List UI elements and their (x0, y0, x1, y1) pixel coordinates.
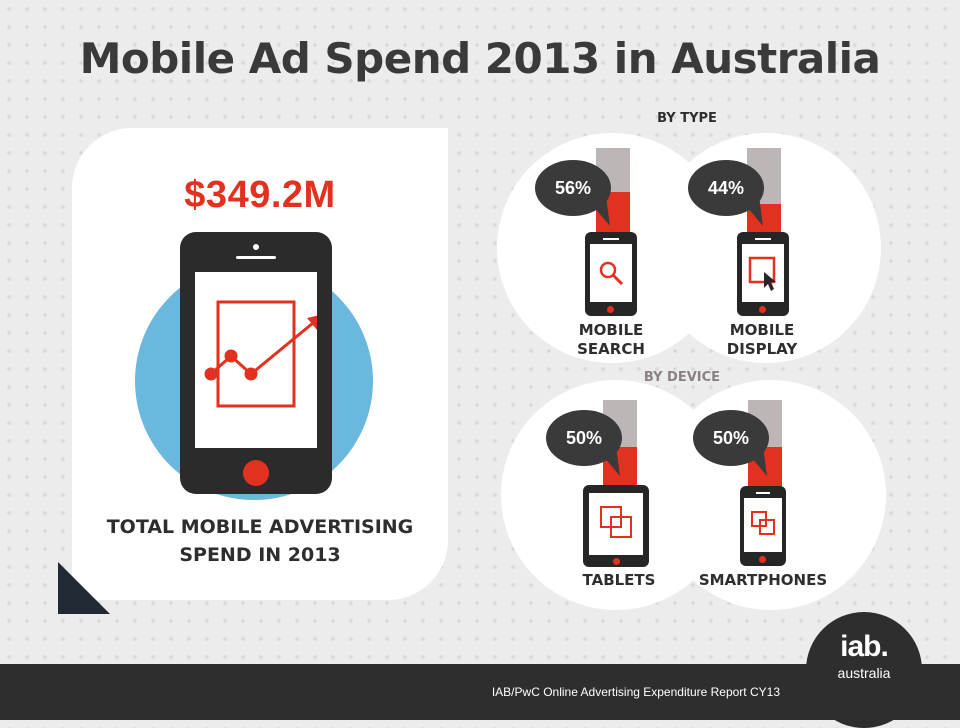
bubble-tail (598, 446, 620, 476)
home-button (759, 306, 766, 313)
home-button (759, 556, 766, 563)
magnifier-icon (599, 261, 624, 286)
mobile-search-phone (585, 232, 637, 316)
total-caption-line1: TOTAL MOBILE ADVERTISING (106, 516, 414, 538)
by-device-label: BY DEVICE (643, 370, 721, 385)
overlapping-squares-icon (751, 511, 775, 535)
home-button (243, 460, 269, 486)
overlapping-squares-icon (600, 506, 632, 538)
phone-screen (742, 244, 784, 302)
iab-logo (806, 612, 922, 728)
tablets-label: TABLETS (582, 571, 656, 589)
speaker-slot (755, 238, 771, 240)
growth-chart-icon (204, 300, 325, 408)
home-button (607, 306, 614, 313)
total-caption-line2: SPEND IN 2013 (179, 544, 341, 566)
phone-screen (590, 244, 632, 302)
smartphone-icon (180, 232, 332, 494)
cursor-icon (748, 256, 776, 291)
mobile-search-label: MOBILE SEARCH (541, 321, 681, 359)
tablet-device (583, 485, 649, 567)
footer-bar (0, 664, 960, 720)
mobile-display-label: MOBILE DISPLAY (692, 321, 832, 359)
tablet-screen (589, 493, 643, 555)
smartphones-label: SMARTPHONES (698, 571, 828, 589)
bubble-tail (588, 196, 610, 226)
label-line2: SEARCH (577, 340, 645, 358)
camera-dot (253, 244, 259, 250)
phone-screen (195, 272, 325, 448)
card-corner-fold (58, 562, 110, 614)
home-button (613, 558, 620, 565)
speaker-slot (756, 492, 770, 494)
speaker-slot (603, 238, 619, 240)
smartphone-device (740, 486, 786, 566)
mobile-display-phone (737, 232, 789, 316)
phone-screen (744, 498, 782, 552)
label-line1: MOBILE (578, 321, 644, 339)
iab-logo-main: iab. (840, 630, 889, 663)
label-line1: MOBILE (729, 321, 795, 339)
label-line2: DISPLAY (726, 340, 798, 358)
footer-source: IAB/PwC Online Advertising Expenditure R… (491, 685, 780, 699)
by-type-label: BY TYPE (657, 111, 717, 126)
page-title: Mobile Ad Spend 2013 in Australia (79, 34, 881, 83)
bubble-tail (741, 196, 763, 226)
speaker-slot (236, 256, 276, 259)
total-caption: TOTAL MOBILE ADVERTISING SPEND IN 2013 (72, 513, 448, 569)
iab-logo-sub: australia (837, 665, 891, 681)
bubble-tail (745, 446, 767, 476)
smartphones-percent-bubble: 50% (693, 410, 769, 466)
total-amount: $349.2M (184, 174, 336, 216)
